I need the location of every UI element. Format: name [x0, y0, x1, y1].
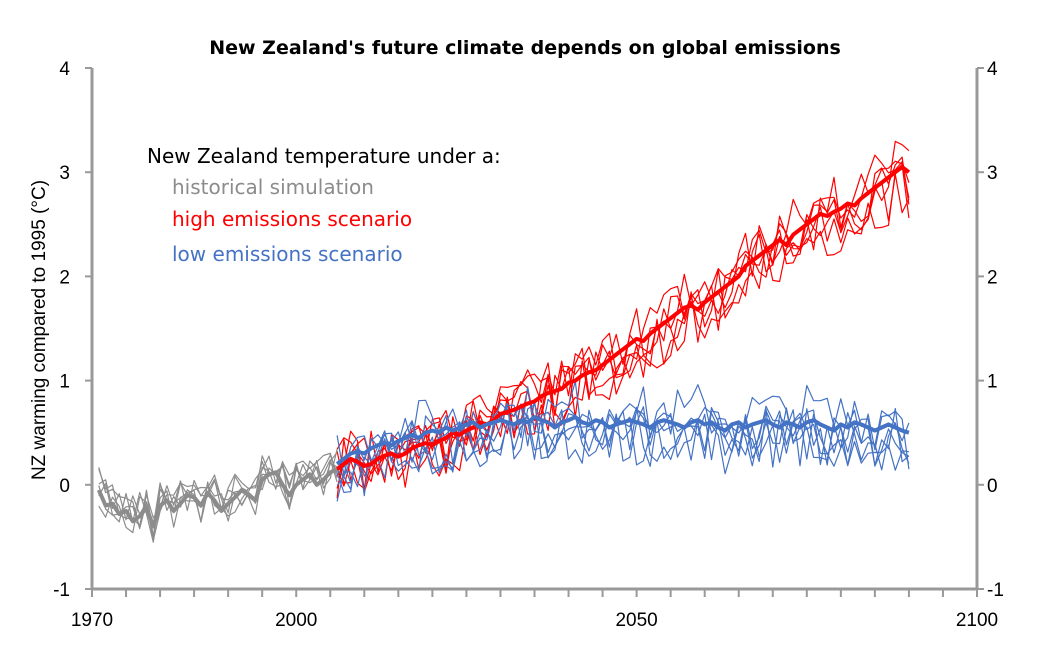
y-tick-label-left: 2 — [59, 267, 70, 288]
legend-heading: New Zealand temperature under a: — [147, 144, 501, 168]
high-member-line — [336, 173, 910, 484]
series-layer — [96, 140, 911, 543]
x-tick-label: 2000 — [275, 610, 317, 631]
low-mean-line — [335, 415, 910, 466]
series-historical — [98, 448, 338, 543]
low-member-line — [336, 402, 910, 493]
y-tick-label-left: 0 — [59, 476, 70, 497]
x-tick-label: 1970 — [71, 610, 113, 631]
historical-member-line — [98, 455, 338, 538]
y-tick-label-left: 3 — [59, 163, 70, 184]
y-tick-label-left: -1 — [53, 580, 70, 601]
x-tick-label: 2050 — [615, 610, 657, 631]
y-tick-label-right: -1 — [987, 580, 1004, 601]
legend: New Zealand temperature under a: histori… — [147, 144, 501, 266]
y-tick-label-right: 0 — [987, 476, 998, 497]
series-low — [336, 380, 910, 502]
x-tick-label: 2100 — [956, 610, 998, 631]
y-tick-label-right: 3 — [987, 163, 998, 184]
historical-mean-line — [96, 467, 338, 529]
chart-title: New Zealand's future climate depends on … — [209, 37, 841, 59]
axes: -1 -1 0 0 1 1 2 2 3 3 4 4 1970 2000 2050 2100 — [53, 59, 1004, 631]
legend-entry-historical: historical simulation — [172, 175, 374, 199]
y-tick-label-right: 4 — [987, 59, 998, 80]
y-tick-label-right: 1 — [987, 372, 998, 393]
y-tick-label-left: 4 — [59, 59, 70, 80]
low-member-line — [336, 400, 910, 484]
legend-entry-high: high emissions scenario — [172, 207, 412, 231]
high-member-line — [336, 156, 910, 499]
y-axis-label: NZ warming compared to 1995 (°C) — [29, 180, 50, 480]
y-tick-label-left: 1 — [59, 372, 70, 393]
legend-entry-low: low emissions scenario — [172, 242, 403, 266]
y-tick-label-right: 2 — [987, 267, 998, 288]
low-member-line — [336, 380, 910, 476]
high-mean-line — [335, 165, 911, 471]
